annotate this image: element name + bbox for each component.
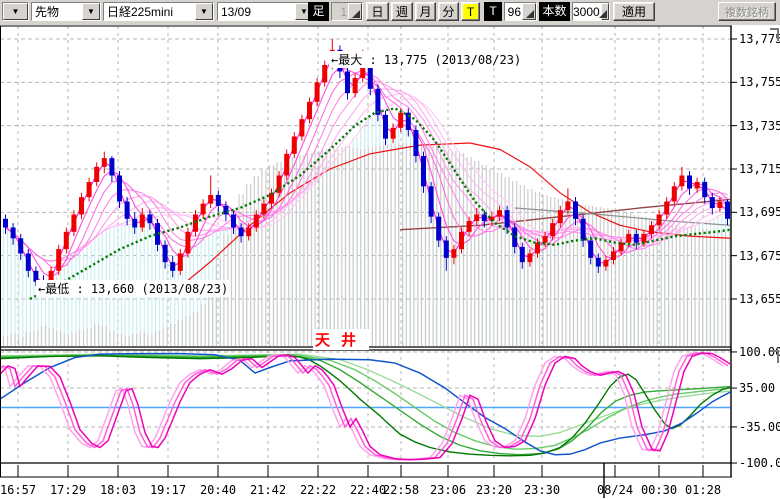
apply-button[interactable]: 適用 <box>613 2 655 21</box>
bar-interval-value: 1 <box>340 5 347 19</box>
period-week-button[interactable]: 週 <box>391 2 413 21</box>
price-tick-label: 13,715 <box>739 161 780 176</box>
chevron-down-icon[interactable]: ▼ <box>82 3 100 20</box>
pane-resize-handle-icon[interactable] <box>770 350 779 363</box>
category-combobox[interactable]: 先物 ▼ <box>31 2 101 21</box>
contract-month-combobox[interactable]: 13/09 ▼ <box>217 2 314 21</box>
oscillator-tick-label: -35.00 <box>739 419 780 434</box>
toolbar: ▼ 先物 ▼ 日経225mini ▼ 13/09 ▼ 足 1 日 週 月 分 T… <box>0 0 780 25</box>
time-tick-label: 16:57 <box>0 483 37 497</box>
bar-type-label: 足 <box>308 2 329 21</box>
period-month-button[interactable]: 月 <box>415 2 436 21</box>
time-tick-label: 21:42 <box>249 483 287 497</box>
spinner-icon[interactable] <box>598 3 609 20</box>
price-tick-label: 13,775 <box>739 32 780 46</box>
time-tick-label: 18:03 <box>99 483 137 497</box>
mini-dropdown[interactable]: ▼ <box>2 2 29 21</box>
price-tick-label: 13,675 <box>739 248 780 263</box>
price-tick-label: 13,735 <box>739 118 780 133</box>
bar-interval-spinner[interactable]: 1 <box>331 2 363 21</box>
tick-size-spinner[interactable]: 96 <box>504 2 537 21</box>
price-tick-label: 13,655 <box>739 291 780 306</box>
price-chart-canvas[interactable] <box>0 25 780 500</box>
bar-count-label: 本数 <box>539 2 570 21</box>
oscillator-tick-label: 35.00 <box>739 381 776 396</box>
instrument-value: 日経225mini <box>107 5 174 19</box>
time-tick-label: 19:17 <box>149 483 187 497</box>
contract-value: 13/09 <box>221 5 252 19</box>
time-tick-label: 23:06 <box>429 483 467 497</box>
time-tick-label: 22:40 <box>349 483 387 497</box>
multi-symbol-button[interactable]: 複数銘柄 <box>718 2 776 21</box>
oscillator-tick-label: 100.00 <box>739 344 780 359</box>
time-tick-label: 22:58 <box>382 483 420 497</box>
chevron-down-icon[interactable]: ▼ <box>3 3 28 20</box>
max-price-annotation: ←最大 : 13,775 (2013/08/23) <box>329 51 524 68</box>
time-tick-label: 08/24 <box>596 483 634 497</box>
min-price-annotation: ←最低 : 13,660 (2013/08/23) <box>36 280 231 297</box>
bar-count-value: 3000 <box>573 5 600 19</box>
chart-area[interactable]: ←最大 : 13,775 (2013/08/23) ←最低 : 13,660 (… <box>0 25 780 500</box>
period-minute-button[interactable]: 分 <box>438 2 459 21</box>
time-tick-label: 00:30 <box>640 483 678 497</box>
price-tick-label: 13,755 <box>739 75 780 90</box>
ceiling-annotation: 天井 <box>313 329 370 350</box>
time-tick-label: 01:28 <box>684 483 722 497</box>
time-tick-label: 20:40 <box>199 483 237 497</box>
time-tick-label: 22:22 <box>299 483 337 497</box>
price-tick-label: 13,695 <box>739 205 780 220</box>
time-tick-label: 23:20 <box>475 483 513 497</box>
instrument-combobox[interactable]: 日経225mini ▼ <box>103 2 214 21</box>
tick-size-value: 96 <box>507 5 521 19</box>
spinner-icon[interactable] <box>522 3 536 20</box>
time-tick-label: 17:29 <box>49 483 87 497</box>
chevron-down-icon[interactable]: ▼ <box>195 3 213 20</box>
oscillator-tick-label: -100.00 <box>739 456 780 471</box>
period-tick-button[interactable]: T <box>461 2 480 21</box>
pane-resize-handle-icon[interactable] <box>770 28 779 41</box>
spinner-icon[interactable] <box>348 3 362 20</box>
bar-count-spinner[interactable]: 3000 <box>572 2 610 21</box>
tick-label: T <box>484 2 502 21</box>
category-value: 先物 <box>35 5 60 19</box>
time-tick-label: 23:30 <box>523 483 561 497</box>
period-day-button[interactable]: 日 <box>366 2 389 21</box>
